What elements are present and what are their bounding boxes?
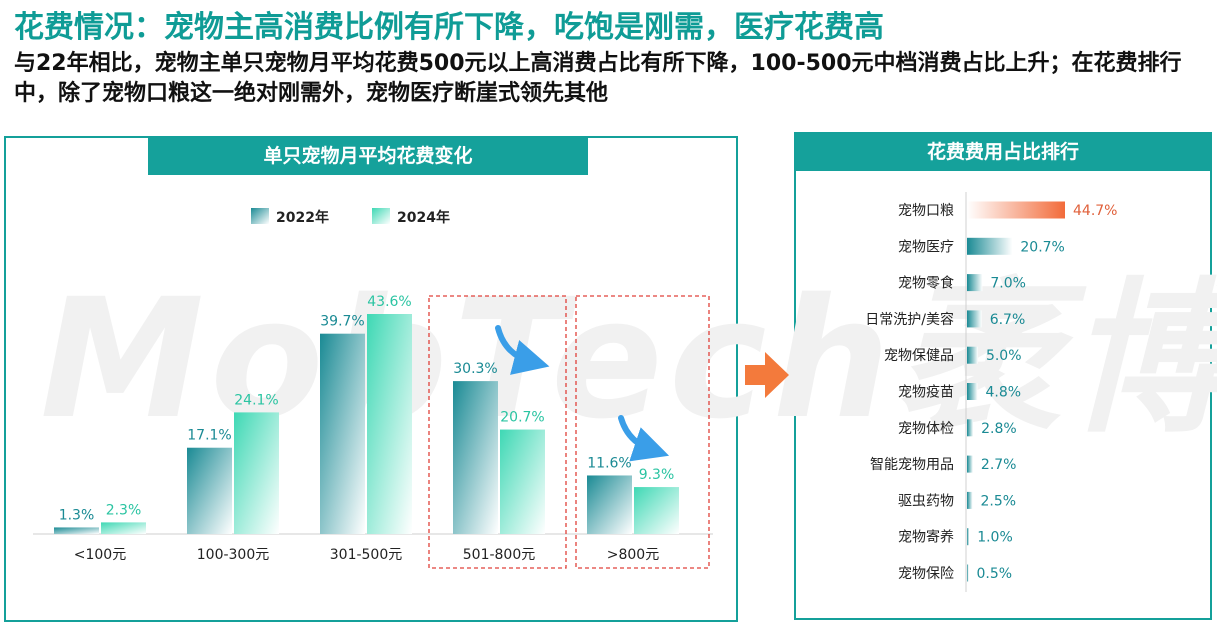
bar-2022-4 (587, 475, 632, 534)
rank-value-label-8: 2.5% (980, 493, 1016, 509)
rank-value-label-10: 0.5% (977, 566, 1013, 582)
spend-ranking-panel: 花费费用占比排行 (794, 132, 1212, 620)
bar-2024-4 (634, 487, 679, 534)
data-label-2022-2: 39.7% (320, 314, 364, 330)
monthly-spend-panel: 单只宠物月平均花费变化 (4, 136, 738, 622)
highlight-box-1 (575, 295, 710, 569)
bar-2024-2 (367, 314, 412, 534)
data-label-2022-1: 17.1% (187, 428, 231, 444)
spend-ranking-panel-title: 花费费用占比排行 (796, 134, 1210, 171)
rank-value-label-2: 7.0% (990, 276, 1026, 292)
rank-category-label-4: 宠物保健品 (884, 348, 954, 364)
rank-value-label-0: 44.7% (1073, 203, 1117, 219)
rank-value-label-1: 20.7% (1020, 239, 1064, 255)
rank-bar-9 (967, 528, 970, 546)
bar-2022-0 (54, 527, 99, 534)
rank-bar-8 (967, 491, 973, 509)
x-tick-label-1: 100-300元 (197, 547, 270, 563)
rank-bar-0 (967, 201, 1065, 219)
decrease-arrow-icon (618, 415, 670, 462)
rank-bar-3 (967, 310, 982, 328)
rank-category-label-7: 智能宠物用品 (870, 457, 954, 473)
rank-value-label-6: 2.8% (981, 421, 1017, 437)
rank-bar-4 (967, 346, 978, 364)
rank-bar-2 (967, 274, 983, 292)
data-label-2024-0: 2.3% (106, 502, 142, 518)
decrease-arrow-icon (495, 325, 550, 375)
bar-2022-1 (187, 447, 232, 534)
rank-value-label-7: 2.7% (981, 457, 1017, 473)
monthly-spend-panel-title: 单只宠物月平均花费变化 (148, 138, 588, 175)
rank-bar-7 (967, 455, 973, 473)
highlight-box-0 (428, 295, 567, 569)
data-label-2024-4: 9.3% (639, 467, 675, 483)
x-tick-label-0: <100元 (74, 547, 126, 563)
rank-category-label-9: 宠物寄养 (898, 529, 954, 546)
rank-bar-10 (967, 564, 969, 582)
rank-bar-6 (967, 419, 974, 437)
rank-value-label-3: 6.7% (990, 312, 1026, 328)
data-label-2022-4: 11.6% (587, 455, 631, 471)
bar-2024-1 (234, 412, 279, 534)
data-label-2022-0: 1.3% (59, 507, 95, 523)
legend-swatch-2024 (372, 208, 390, 224)
rank-bar-1 (967, 237, 1013, 255)
data-label-2024-2: 43.6% (367, 294, 411, 310)
bar-2024-3 (500, 429, 545, 534)
page-subtitle: 与22年相比，宠物主单只宠物月平均花费500元以上高消费占比有所下降，100-5… (14, 51, 1182, 106)
arrow-right-icon (745, 352, 789, 398)
legend-label-2024: 2024年 (397, 209, 450, 226)
x-tick-label-2: 301-500元 (330, 547, 403, 563)
rank-value-label-4: 5.0% (986, 348, 1022, 364)
rank-value-label-5: 4.8% (986, 385, 1022, 401)
rank-value-label-9: 1.0% (977, 530, 1013, 546)
rank-category-label-6: 宠物体检 (898, 421, 954, 437)
rank-category-label-8: 驱虫药物 (898, 493, 954, 509)
rank-category-label-0: 宠物口粮 (898, 203, 954, 219)
bar-2022-2 (320, 333, 365, 534)
data-label-2022-3: 30.3% (453, 361, 497, 377)
x-tick-label-4: >800元 (607, 547, 659, 563)
legend-label-2022: 2022年 (276, 209, 329, 226)
rank-category-label-5: 宠物疫苗 (898, 385, 954, 401)
rank-category-label-10: 宠物保险 (898, 566, 954, 582)
legend-swatch-2022 (251, 208, 269, 224)
bar-2024-0 (101, 522, 146, 534)
monthly-spend-bar-chart: 2022年 2024年 1.3% 2.3% <100元 17.1% 24.1% 100-30… (33, 208, 713, 569)
data-label-2024-3: 20.7% (500, 410, 544, 426)
page-title: 花费情况：宠物主高消费比例有所下降，吃饱是刚需，医疗花费高 (14, 10, 884, 45)
bar-2022-3 (453, 381, 498, 534)
rank-category-label-3: 日常洗护/美容 (865, 311, 954, 328)
rank-category-label-1: 宠物医疗 (898, 239, 954, 255)
x-tick-label-3: 501-800元 (463, 547, 536, 563)
rank-category-label-2: 宠物零食 (898, 275, 954, 292)
data-label-2024-1: 24.1% (234, 392, 278, 408)
rank-bar-5 (967, 383, 978, 400)
